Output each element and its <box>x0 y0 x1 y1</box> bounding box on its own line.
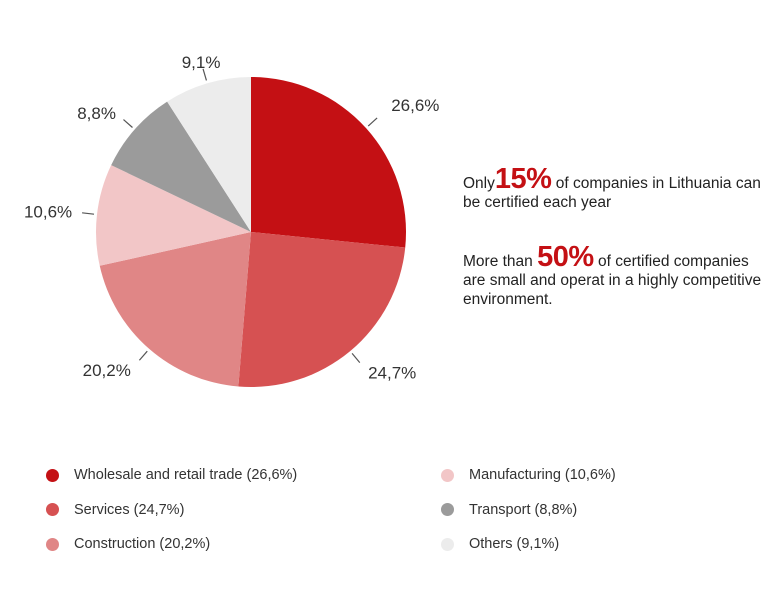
slice-label: 9,1% <box>182 53 221 72</box>
legend-swatch <box>441 503 454 517</box>
pie-chart: 26,6% 24,7% 20,2% 10,6% 8,8% 9,1% <box>24 53 439 387</box>
info2-suffix: of certified companies are small and ope… <box>463 253 762 308</box>
pie-slice-transport <box>111 101 251 233</box>
slice-label: 8,8% <box>77 104 116 123</box>
slice-label: 20,2% <box>83 361 131 380</box>
legend-label: Construction (20,2%) <box>74 536 211 553</box>
legend-item-manufacturing: Manufacturing (10,6%) <box>441 458 616 493</box>
pie-slice-construction <box>99 232 251 387</box>
legend-label: Services (24,7%) <box>74 501 185 518</box>
legend-item-transport: Transport (8,8%) <box>441 493 616 528</box>
legend-swatch <box>46 537 59 551</box>
leader-line <box>123 119 133 128</box>
info-small-companies: More than 50% of certified companies are… <box>463 243 763 309</box>
legend-label: Manufacturing (10,6%) <box>469 467 616 484</box>
legend-item-construction: Construction (20,2%) <box>46 527 297 562</box>
legend-label: Transport (8,8%) <box>469 501 578 518</box>
legend-swatch <box>441 537 454 551</box>
info1-highlight: 15% <box>494 163 552 195</box>
pie-slice-services <box>238 232 406 387</box>
legend-left: Wholesale and retail trade (26,6%) Servi… <box>46 458 297 562</box>
slice-label: 26,6% <box>391 96 439 115</box>
info2-highlight: 50% <box>537 241 594 273</box>
legend-item-others: Others (9,1%) <box>441 527 616 562</box>
info-certified-share: Only15% of companies in Lithuania can be… <box>463 165 763 212</box>
pie-slice-manufacturing <box>95 165 251 266</box>
legend-swatch <box>46 468 59 482</box>
info1-prefix: Only <box>463 175 495 192</box>
pie-slice-others <box>167 77 251 232</box>
legend-label: Others (9,1%) <box>469 536 560 553</box>
legend-right: Manufacturing (10,6%) Transport (8,8%) O… <box>441 458 616 562</box>
leader-line <box>82 212 95 215</box>
slice-label: 24,7% <box>368 364 416 383</box>
leader-line <box>138 350 148 361</box>
pie-slice-wholesale-and-retail-trade <box>251 77 407 248</box>
legend-label: Wholesale and retail trade (26,6%) <box>74 467 298 484</box>
leader-line <box>367 117 378 127</box>
leader-line <box>202 68 208 81</box>
slice-label: 10,6% <box>24 203 72 222</box>
legend-item-wholesale: Wholesale and retail trade (26,6%) <box>46 458 297 493</box>
legend-swatch <box>46 503 59 517</box>
legend-swatch <box>441 468 454 482</box>
leader-line <box>351 353 361 364</box>
info2-prefix: More than <box>463 253 538 270</box>
info1-suffix: of companies in Lithuania can be certifi… <box>463 175 761 211</box>
legend-item-services: Services (24,7%) <box>46 493 297 528</box>
